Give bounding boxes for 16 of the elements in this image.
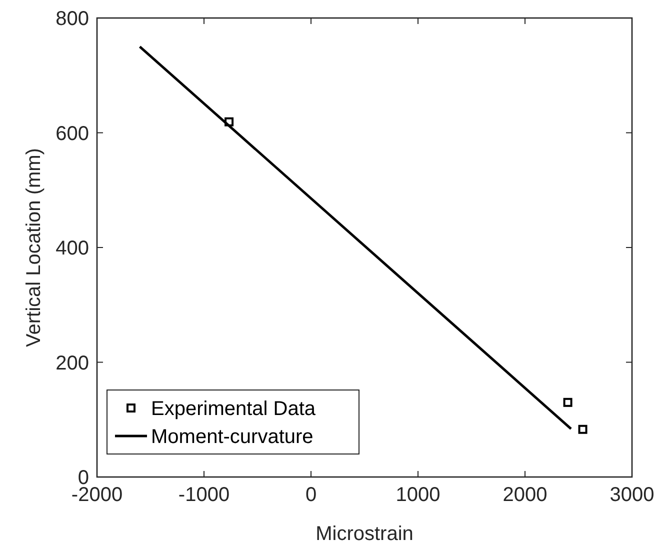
- x-tick-label: 3000: [610, 484, 654, 506]
- x-tick-label: 0: [305, 484, 317, 506]
- legend-label: Moment-curvature: [151, 426, 314, 448]
- x-tick-label: -2000: [71, 484, 123, 506]
- y-axis-title: Vertical Location (mm): [23, 148, 45, 347]
- y-tick-label: 200: [56, 352, 89, 374]
- point: [563, 398, 572, 407]
- x-tick-label: -1000: [178, 484, 230, 506]
- x-tick-label: 1000: [396, 484, 440, 506]
- x-tick-label: 2000: [502, 484, 548, 506]
- x-axis-title: Microstrain: [316, 523, 414, 545]
- y-tick-label: 600: [56, 122, 89, 145]
- point: [578, 424, 588, 434]
- y-tick-label: 400: [56, 238, 89, 260]
- y-tick-label: 800: [56, 8, 89, 30]
- legend-label: Experimental Data: [151, 398, 316, 420]
